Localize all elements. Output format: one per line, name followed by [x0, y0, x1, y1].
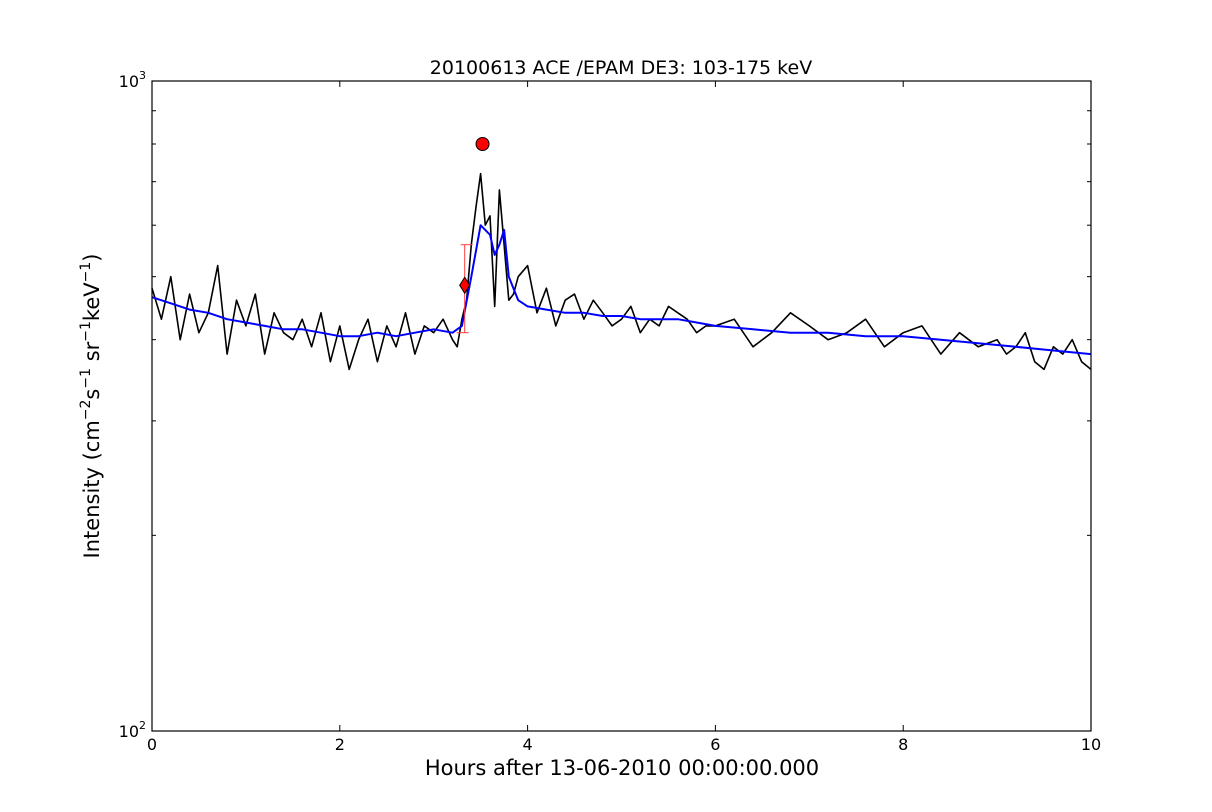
plot-area [151, 136, 1092, 371]
x-tick-label: 0 [147, 735, 157, 754]
x-tick-label: 4 [523, 735, 533, 754]
series-line-1 [151, 172, 1092, 371]
peak-marker-circle [475, 136, 490, 151]
y-axis: 102 103 [119, 69, 1091, 741]
x-tick-label: 6 [710, 735, 720, 754]
plot-frame [151, 80, 1092, 732]
x-tick-label: 8 [898, 735, 908, 754]
x-axis-label: Hours after 13-06-2010 00:00:00.000 [425, 756, 819, 780]
x-tick-label: 2 [335, 735, 345, 754]
x-tick-label: 10 [1081, 735, 1101, 754]
y-tick-label: 102 [119, 719, 146, 741]
y-tick-label: 103 [119, 69, 146, 91]
x-axis: 0 2 4 6 8 10 [147, 81, 1101, 754]
chart-title: 20100613 ACE /EPAM DE3: 103-175 keV [430, 57, 812, 79]
y-axis-label: Intensity (cm−2s−1 sr−1keV−1) [78, 254, 104, 559]
series-line-2 [151, 224, 1092, 356]
onset-marker-diamond [459, 276, 471, 295]
